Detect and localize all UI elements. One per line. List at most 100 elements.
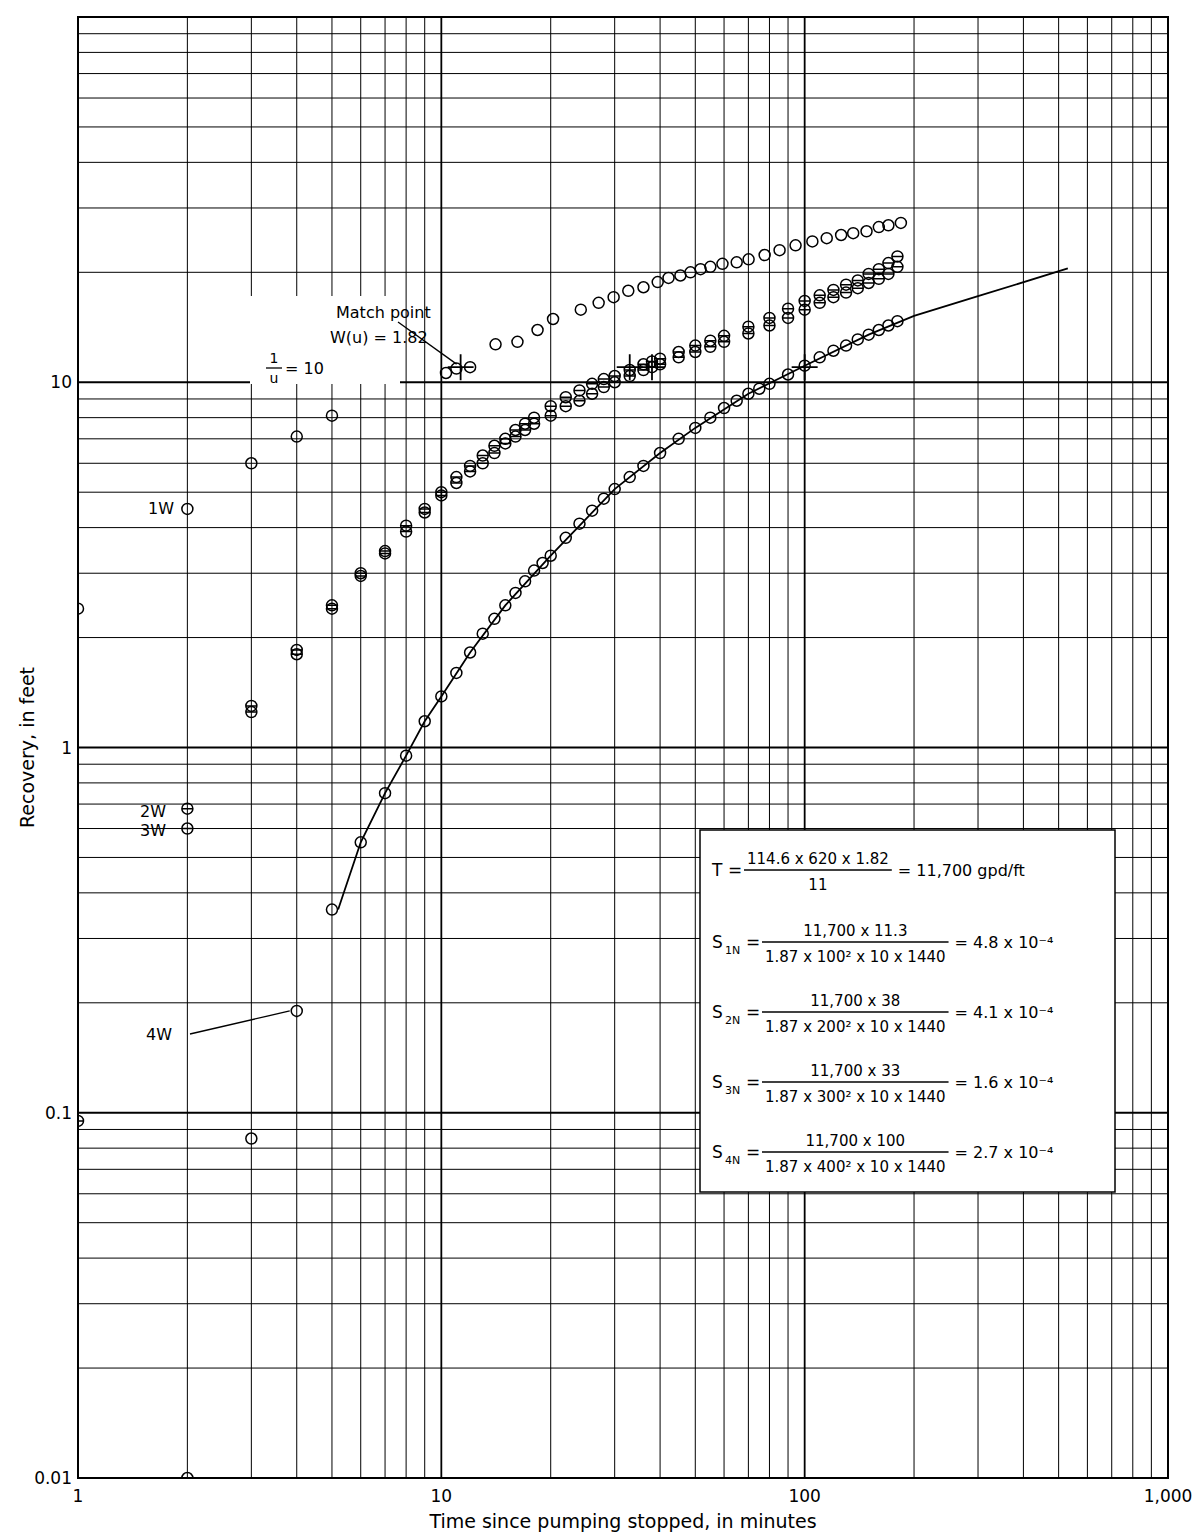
match-cross [639,354,665,380]
data-point [182,823,193,834]
fraction-bar [762,1151,949,1152]
annotation-text: Match point [336,303,431,322]
fraction-bar [744,869,892,870]
equation-equals: = [746,932,760,952]
minor-grid-y [78,73,1168,74]
data-point [380,548,391,559]
data-point [510,431,521,442]
x-tick-label: 100 [788,1486,820,1506]
equation-denominator: 11 [808,876,827,894]
data-point [326,904,337,915]
annotation-text: u [270,370,279,386]
label-leader [190,1011,290,1034]
data-point [719,336,730,347]
minor-grid-y [78,1303,1168,1304]
data-point [895,217,906,228]
data-point [477,458,488,469]
data-point [529,418,540,429]
data-point [717,258,728,269]
data-point [799,304,810,315]
data-point [512,336,523,347]
data-point [560,401,571,412]
equation-numerator: 11,700 x 11.3 [803,922,907,940]
minor-grid-y [78,417,1168,418]
data-point [690,347,701,358]
data-point [326,603,337,614]
data-point [436,490,447,501]
data-point [892,261,903,272]
y-tick-label: 1 [61,738,72,758]
minor-grid-y [78,398,1168,399]
data-point [490,339,501,350]
data-point [560,532,571,543]
grid [78,17,1168,1478]
data-point [246,707,257,718]
data-point [355,570,366,581]
data-point [78,603,84,614]
data-point [673,352,684,363]
data-point [743,328,754,339]
data-point [326,410,337,421]
data-point [814,297,825,308]
minor-grid-y [78,637,1168,638]
minor-grid-y [78,764,1168,765]
data-point [848,228,859,239]
data-point [828,292,839,303]
equation-numerator: 11,700 x 100 [806,1132,906,1150]
data-point [182,803,193,814]
data-point [652,277,663,288]
data-point [705,341,716,352]
data-point [743,254,754,265]
data-point [548,313,559,324]
equation-result: = 4.8 x 10⁻⁴ [955,933,1054,952]
data-point [790,240,801,251]
minor-grid-y [78,438,1168,439]
data-point [783,312,794,323]
equation-equals: = [746,1002,760,1022]
data-point [764,320,775,331]
data-point [861,226,872,237]
minor-grid-y [78,1193,1168,1194]
data-point [575,304,586,315]
y-tick-label: 10 [50,372,72,392]
data-point [892,251,903,262]
data-point [774,245,785,256]
minor-grid-y [78,126,1168,127]
data-point [574,385,585,396]
data-point [520,576,531,587]
data-point [598,382,609,393]
minor-grid-y [78,527,1168,528]
fraction-bar [762,1011,949,1012]
equation-denominator: 1.87 x 100² x 10 x 1440 [765,948,946,966]
minor-grid-y [78,463,1168,464]
equation-equals: = [746,1142,760,1162]
data-point [574,518,585,529]
data-point [440,368,451,379]
grid-y [78,381,1168,383]
data-point [623,285,634,296]
data-point [863,277,874,288]
minor-grid-y [78,1258,1168,1259]
data-point [731,257,742,268]
equation-result: = 4.1 x 10⁻⁴ [955,1003,1054,1022]
data-point [807,236,818,247]
equation-numerator: 11,700 x 38 [810,992,900,1010]
equation-equals: = [728,860,742,880]
minor-grid-y [78,1222,1168,1223]
background [0,0,1200,1536]
data-point [587,388,598,399]
equation-numerator: 114.6 x 620 x 1.82 [747,850,889,868]
y-axis-title: Recovery, in feet [16,667,38,828]
data-point [291,649,302,660]
data-point [821,233,832,244]
data-point [663,272,674,283]
data-point [638,282,649,293]
minor-grid-y [78,98,1168,99]
data-point [685,267,696,278]
annotation-leader [398,322,457,364]
equation-lhs: S [712,1072,723,1092]
data-point [609,377,620,388]
equation-numerator: 11,700 x 33 [810,1062,900,1080]
series-label: 1W [148,499,174,518]
annotation-text: W(u) = 1.82 [330,328,428,347]
